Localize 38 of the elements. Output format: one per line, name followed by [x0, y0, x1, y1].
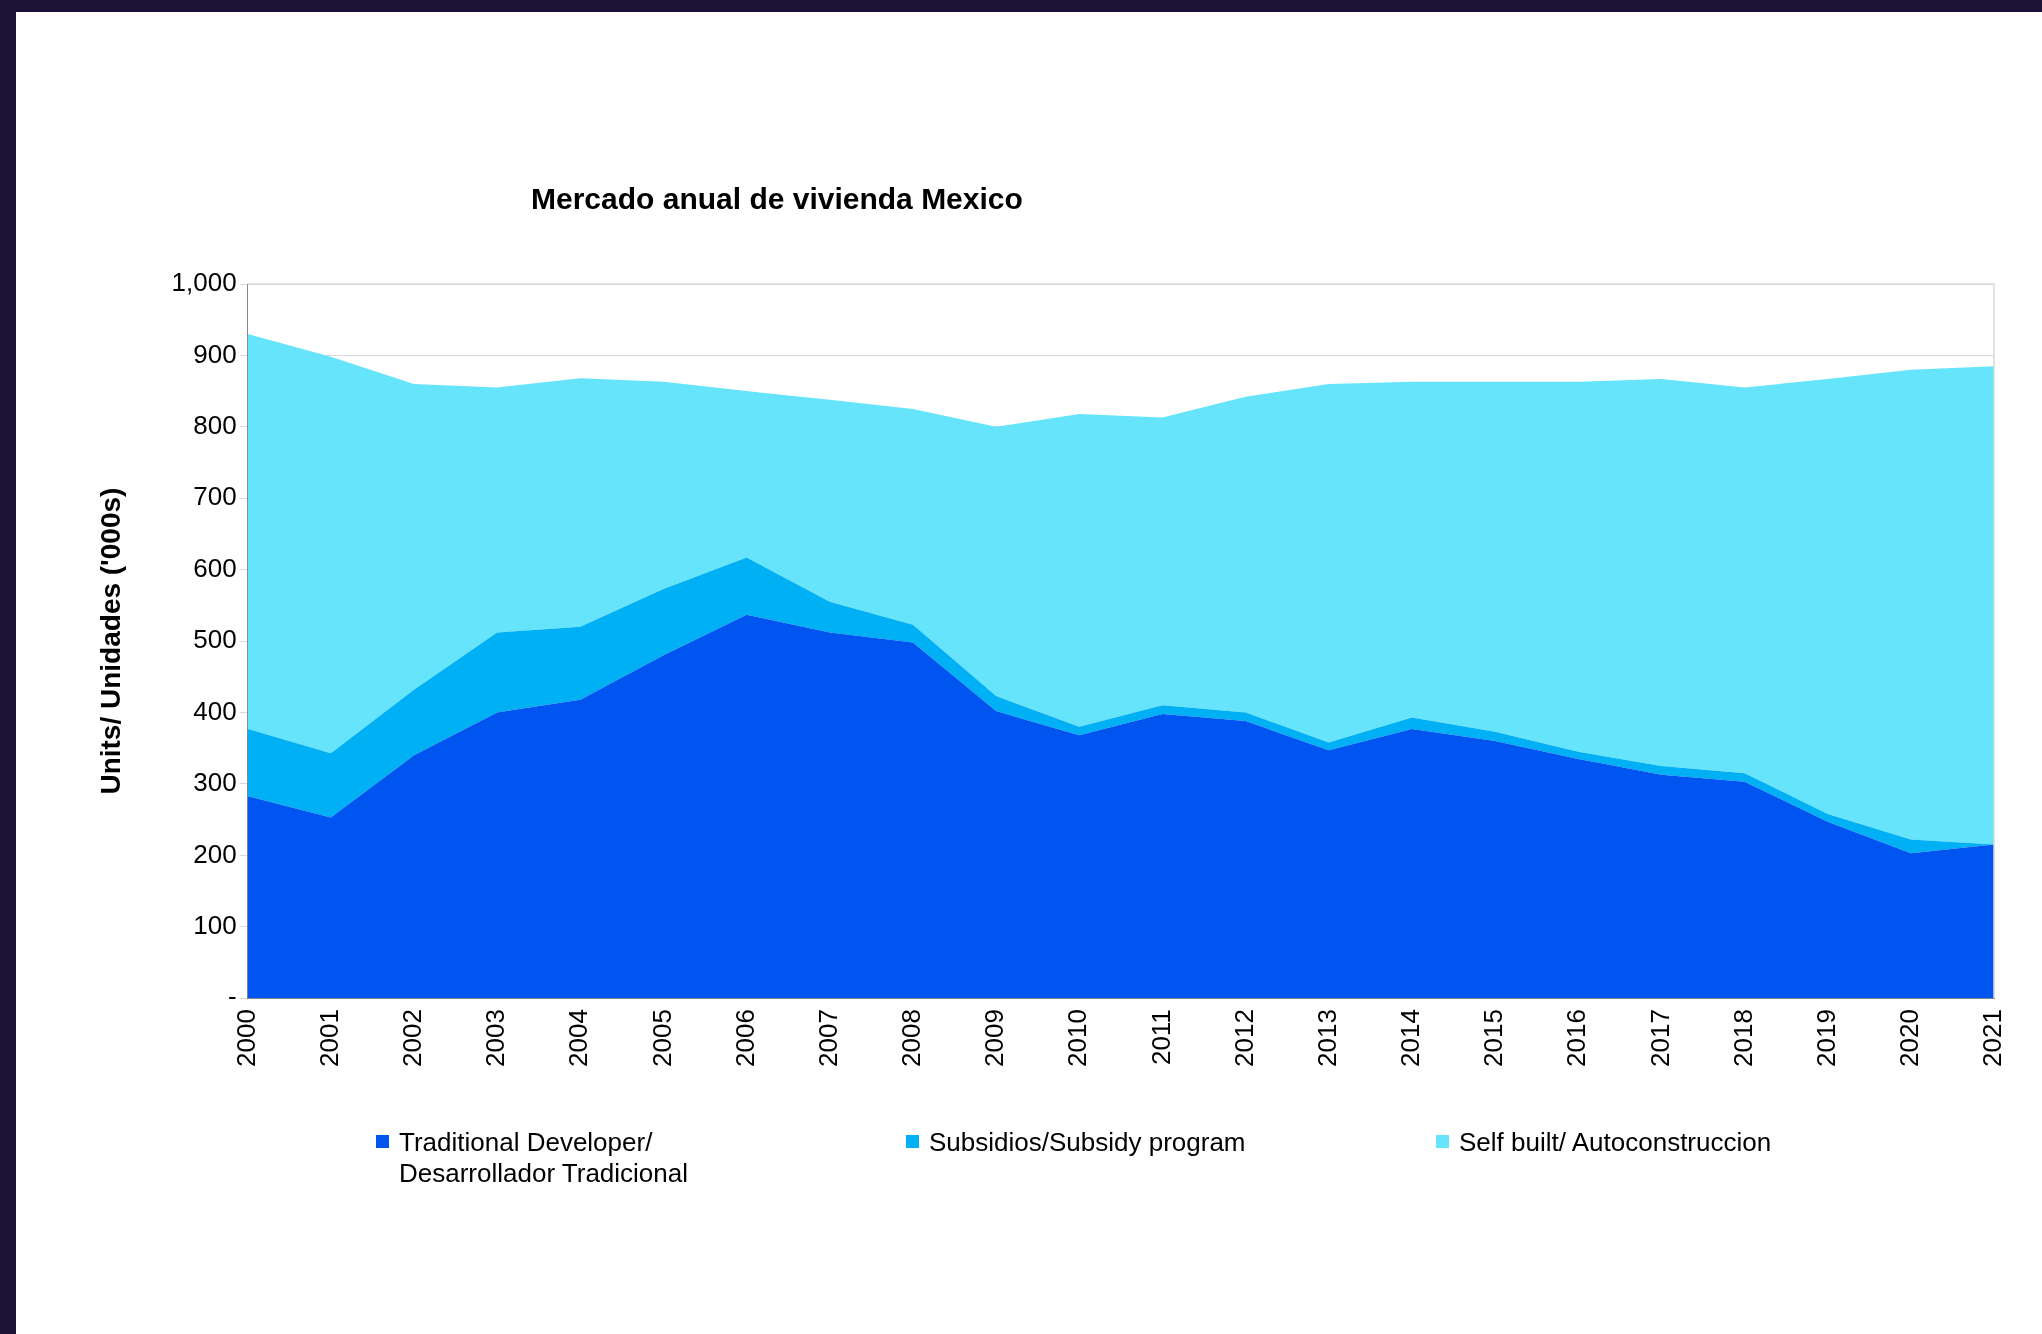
x-tick-label: 2016: [1561, 1009, 1592, 1067]
x-tick-label: 2010: [1062, 1009, 1093, 1067]
x-tick-label: 2004: [563, 1009, 594, 1067]
y-tick-label: 100: [193, 909, 237, 940]
x-tick-label: 2019: [1810, 1009, 1841, 1067]
x-tick-label: 2015: [1478, 1009, 1509, 1067]
x-tick-label: 2017: [1644, 1009, 1675, 1067]
chart-title: Mercado anual de vivienda Mexico: [531, 182, 1023, 216]
x-tick-label: 2018: [1727, 1009, 1758, 1067]
y-tick-label: 1,000: [171, 267, 237, 298]
legend-label: Traditional Developer/ Desarrollador Tradicional: [399, 1127, 690, 1189]
y-tick-label: 900: [193, 338, 237, 369]
x-tick-label: 2006: [729, 1009, 760, 1067]
x-tick-label: 2007: [812, 1009, 843, 1067]
y-tick-label: 600: [193, 552, 237, 583]
y-tick-label: 700: [193, 481, 237, 512]
x-tick-label: 2000: [230, 1009, 261, 1067]
y-tick-label: 300: [193, 767, 237, 798]
x-tick-label: 2013: [1311, 1009, 1342, 1067]
legend-label: Self built/ Autoconstruccion: [1459, 1127, 1772, 1158]
y-tick-label: 200: [193, 838, 237, 869]
x-tick-label: 2009: [979, 1009, 1010, 1067]
y-tick-label: -: [227, 981, 237, 1012]
x-tick-label: 2003: [480, 1009, 511, 1067]
x-tick-label: 2001: [313, 1009, 344, 1067]
x-tick-label: 2011: [1145, 1009, 1176, 1066]
x-tick-label: 2020: [1894, 1009, 1925, 1067]
y-tick-label: 400: [193, 695, 237, 726]
x-tick-label: 2012: [1228, 1009, 1259, 1067]
x-tick-label: 2021: [1977, 1009, 2008, 1067]
x-tick-label: 2008: [896, 1009, 927, 1067]
x-tick-label: 2014: [1395, 1009, 1426, 1067]
y-tick-label: 500: [193, 624, 237, 655]
y-axis-title: Units/ Unidades ('000s): [94, 487, 126, 795]
x-tick-label: 2005: [646, 1009, 677, 1067]
y-tick-label: 800: [193, 410, 237, 440]
legend-label: Subsidios/Subsidy program: [929, 1127, 1246, 1158]
x-tick-label: 2002: [397, 1009, 428, 1067]
